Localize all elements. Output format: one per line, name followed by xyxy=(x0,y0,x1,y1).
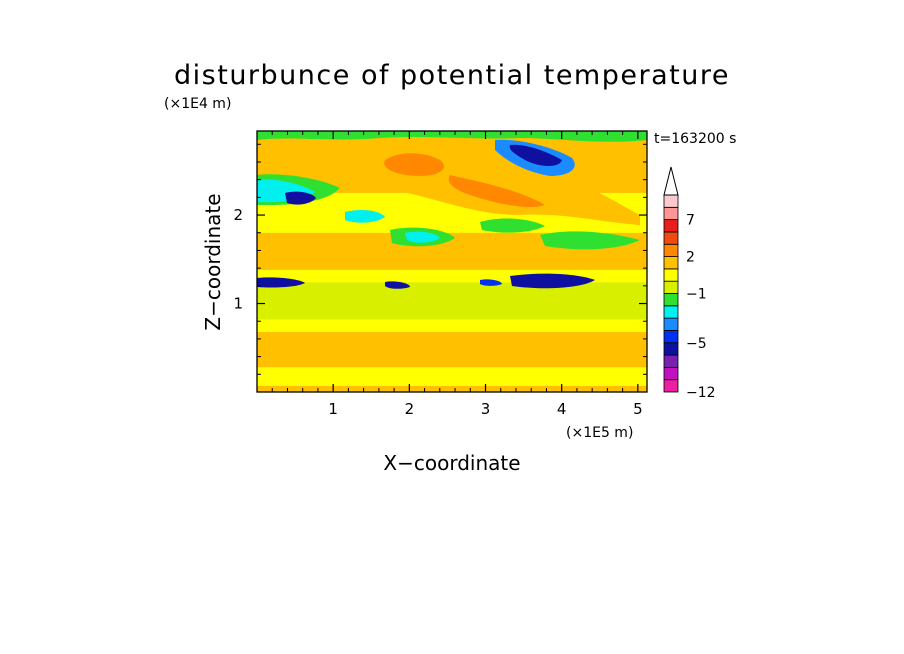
lower-warm-3 xyxy=(560,343,605,356)
green-top xyxy=(257,131,647,142)
colorbar-segment xyxy=(663,243,679,257)
x-axis-ticks: 1 2 3 4 5 xyxy=(328,131,643,418)
colorbar-segment xyxy=(663,366,679,381)
time-label: t=163200 s xyxy=(654,131,736,147)
colorbar-segment xyxy=(663,231,679,245)
colorbar-label: −12 xyxy=(686,385,716,401)
field-features xyxy=(257,131,647,359)
colorbar-segment xyxy=(663,219,679,233)
colorbar-segment xyxy=(663,256,679,270)
x-tick-label: 5 xyxy=(633,400,643,418)
x-axis-label: X−coordinate xyxy=(383,451,520,475)
colorbar-segment xyxy=(663,206,679,221)
colorbar-segment xyxy=(663,194,679,208)
x-tick-label: 2 xyxy=(405,400,415,418)
warm-core xyxy=(384,153,444,176)
x-scale-label: (×1E5 m) xyxy=(566,425,633,441)
colorbar-segment xyxy=(663,280,679,294)
mid-right-green xyxy=(480,218,545,233)
cold-streak-left xyxy=(257,277,305,288)
colorbar-label: −5 xyxy=(686,336,707,352)
plot-frame xyxy=(256,130,648,393)
colorbar-segment xyxy=(663,317,679,331)
y-axis-label: Z−coordinate xyxy=(201,193,225,330)
colorbar-extend-arrow xyxy=(663,166,679,196)
cold-streak-right xyxy=(510,273,595,289)
field-band-4 xyxy=(257,282,647,320)
cold-core-top xyxy=(509,144,562,166)
chart-title: disturbunce of potential temperature xyxy=(174,60,730,91)
field-band-1 xyxy=(257,367,647,386)
lower-warm-1 xyxy=(330,342,370,355)
left-mid-cyan xyxy=(345,209,385,223)
cold-streak-mid xyxy=(385,281,410,289)
colorbar-segment xyxy=(663,305,679,319)
minor-ticks xyxy=(257,131,647,392)
lower-warm-2 xyxy=(450,346,500,359)
left-upper-cold xyxy=(285,191,316,205)
colorbar-segment xyxy=(663,268,679,282)
colorbar-segment xyxy=(663,330,679,344)
x-tick-label: 4 xyxy=(557,400,567,418)
field-band-0 xyxy=(257,385,647,392)
center-cyan xyxy=(405,231,440,243)
y-tick-label: 1 xyxy=(233,295,243,313)
y-axis-ticks: 12 xyxy=(233,206,647,313)
y-tick-label: 2 xyxy=(233,206,243,224)
colorbar-label: 2 xyxy=(686,250,695,266)
colorbar-segment xyxy=(663,293,679,307)
right-green xyxy=(540,231,640,250)
colorbar-label: −1 xyxy=(686,287,707,303)
x-tick-label: 3 xyxy=(481,400,491,418)
y-scale-label: (×1E4 m) xyxy=(164,96,231,112)
colorbar-label: 7 xyxy=(686,213,695,229)
colorbar-segment xyxy=(663,379,679,393)
colorbar-segment xyxy=(663,342,679,356)
warm-streak xyxy=(448,175,545,207)
field-band-3 xyxy=(257,319,647,332)
colorbar-segment xyxy=(663,354,679,368)
x-tick-label: 1 xyxy=(328,400,338,418)
colorbar: −12−5−127 xyxy=(663,166,716,401)
cold-streak-small xyxy=(480,279,502,286)
